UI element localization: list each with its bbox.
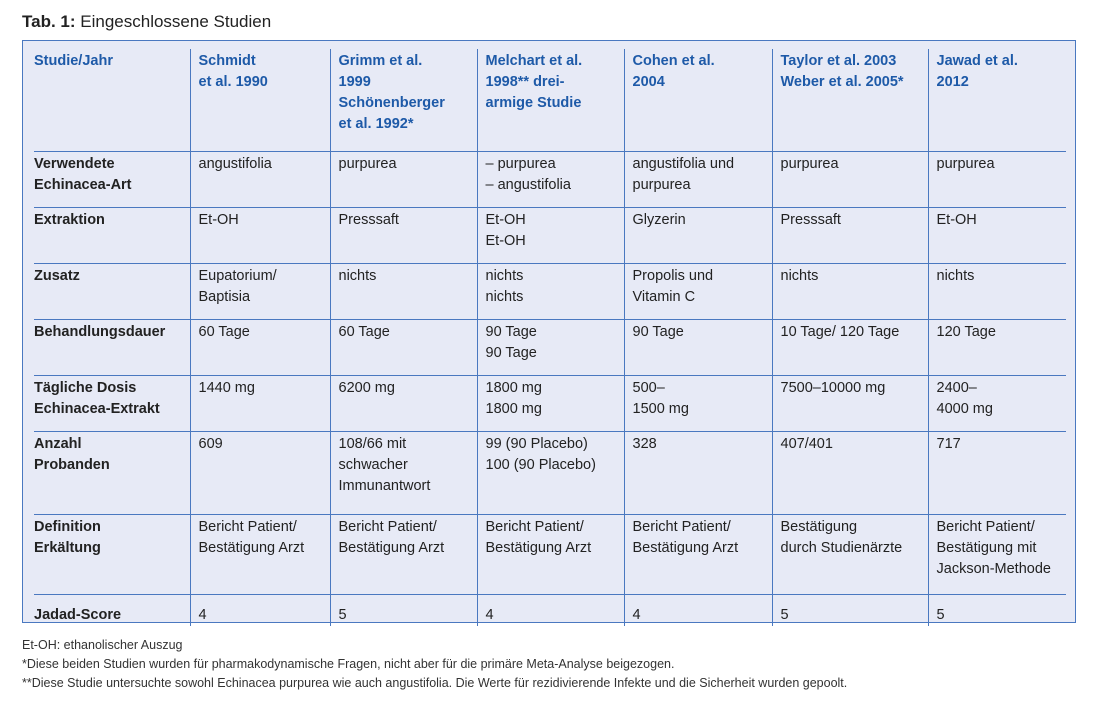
table-row: Verwendete Echinacea-Art angustifolia purpu… [34, 151, 1066, 208]
table-number: Tab. 1: [22, 12, 76, 31]
table-row: Anzahl Probanden 609 108/66 mit schwacher Imm… [34, 431, 1066, 515]
table-cell: 5 [927, 594, 1066, 626]
table-cell: 717 [927, 431, 1066, 515]
studies-table: Studie/Jahr Schmidt et al. 1990 Grimm et al… [34, 49, 1066, 626]
table-cell: Bericht Patient/Bestätigung Arzt [329, 514, 477, 595]
table-cell: 1800 mg 1800 mg [476, 375, 624, 432]
table-cell: purpurea [329, 151, 477, 208]
table-cell: Presssaft [771, 207, 928, 264]
table-cell: 120 Tage [927, 319, 1066, 376]
table-cell: Bestätigung durch Studienärzte [771, 514, 928, 595]
row-label: Definition Erkältung [34, 514, 190, 595]
studies-table-box: Studie/Jahr Schmidt et al. 1990 Grimm et al… [22, 40, 1076, 626]
table-cell: 5 [329, 594, 477, 626]
study-header: Schmidt et al. 1990 [189, 49, 330, 152]
table-cell: 7500–10000 mg [771, 375, 928, 432]
row-label: Verwendete Echinacea-Art [34, 151, 190, 208]
study-header: Grimm et al. 1999 Schönenberger et al. 1992… [329, 49, 477, 152]
table-cell: nichts [927, 263, 1066, 320]
table-cell: Bericht Patient/Bestätigung Arzt [476, 514, 624, 595]
footnotes: Et-OH: ethanolischer Auszug *Diese beide… [22, 636, 847, 693]
header-label: Studie/Jahr [34, 49, 190, 152]
table-row: Jadad-Score 4 5 4 4 5 5 [34, 594, 1066, 626]
table-cell: purpurea [771, 151, 928, 208]
study-header: Melchart et al. 1998** drei-armige Studie [476, 49, 624, 152]
table-cell: Propolis und Vitamin C [623, 263, 772, 320]
header-row: Studie/Jahr Schmidt et al. 1990 Grimm et al… [34, 49, 1066, 152]
table-cell: 500– 1500 mg [623, 375, 772, 432]
footnote: Et-OH: ethanolischer Auszug [22, 638, 183, 652]
row-label: Tägliche Dosis Echinacea-Extrakt [34, 375, 190, 432]
table-cell: Et-OH [189, 207, 330, 264]
study-header: Taylor et al. 2003 Weber et al. 2005* [771, 49, 928, 152]
table-cell: 4 [623, 594, 772, 626]
table-cell: 60 Tage [189, 319, 330, 376]
table-cell: 90 Tage 90 Tage [476, 319, 624, 376]
table-row: Behandlungsdauer 60 Tage 60 Tage 90 Tage 90 … [34, 319, 1066, 376]
table-cell: 2400– 4000 mg [927, 375, 1066, 432]
table-cell: 4 [189, 594, 330, 626]
table-cell: 5 [771, 594, 928, 626]
table-caption: Eingeschlossene Studien [80, 12, 272, 31]
table-row: Definition Erkältung Bericht Patient/Bestä… [34, 514, 1066, 595]
table-cell: angustifolia und purpurea [623, 151, 772, 208]
table-cell: 108/66 mit schwacher Immunantwort [329, 431, 477, 515]
row-label: Anzahl Probanden [34, 431, 190, 515]
table-cell: Bericht Patient/Bestätigung Arzt [189, 514, 330, 595]
table-cell: Bericht Patient/Bestätigung mit Jackson-M… [927, 514, 1066, 595]
table-cell: 328 [623, 431, 772, 515]
table-cell: 60 Tage [329, 319, 477, 376]
row-label: Extraktion [34, 207, 190, 264]
table-row: Tägliche Dosis Echinacea-Extrakt 1440 mg 62… [34, 375, 1066, 432]
table-cell: Bericht Patient/Bestätigung Arzt [623, 514, 772, 595]
table-cell: 609 [189, 431, 330, 515]
table-cell: nichts [329, 263, 477, 320]
row-label: Behandlungsdauer [34, 319, 190, 376]
table-cell: 90 Tage [623, 319, 772, 376]
table-cell: 10 Tage/ 120 Tage [771, 319, 928, 376]
table-cell: angustifolia [189, 151, 330, 208]
footnote: *Diese beiden Studien wurden für pharmak… [22, 657, 675, 671]
row-label: Zusatz [34, 263, 190, 320]
table-cell: 99 (90 Placebo) 100 (90 Placebo) [476, 431, 624, 515]
table-cell: Glyzerin [623, 207, 772, 264]
table-title: Tab. 1: Eingeschlossene Studien [22, 12, 271, 32]
table-cell: Et-OH [927, 207, 1066, 264]
table-cell: 4 [476, 594, 624, 626]
table-cell: 407/401 [771, 431, 928, 515]
table-cell: Eupatorium/Baptisia [189, 263, 330, 320]
table-cell: Presssaft [329, 207, 477, 264]
table-cell: 1440 mg [189, 375, 330, 432]
table-row: Zusatz Eupatorium/Baptisia nichts nichts nic… [34, 263, 1066, 320]
table-cell: 6200 mg [329, 375, 477, 432]
table-cell: – purpurea – angustifolia [476, 151, 624, 208]
table-cell: nichts nichts [476, 263, 624, 320]
study-header: Jawad et al. 2012 [927, 49, 1066, 152]
table-row: Extraktion Et-OH Presssaft Et-OH Et-OH Glyzer… [34, 207, 1066, 264]
footnote: **Diese Studie untersuchte sowohl Echina… [22, 676, 848, 690]
table-cell: Et-OH Et-OH [476, 207, 624, 264]
table-cell: nichts [771, 263, 928, 320]
study-header: Cohen et al. 2004 [623, 49, 772, 152]
row-label: Jadad-Score [34, 606, 122, 623]
table-cell: purpurea [927, 151, 1066, 208]
